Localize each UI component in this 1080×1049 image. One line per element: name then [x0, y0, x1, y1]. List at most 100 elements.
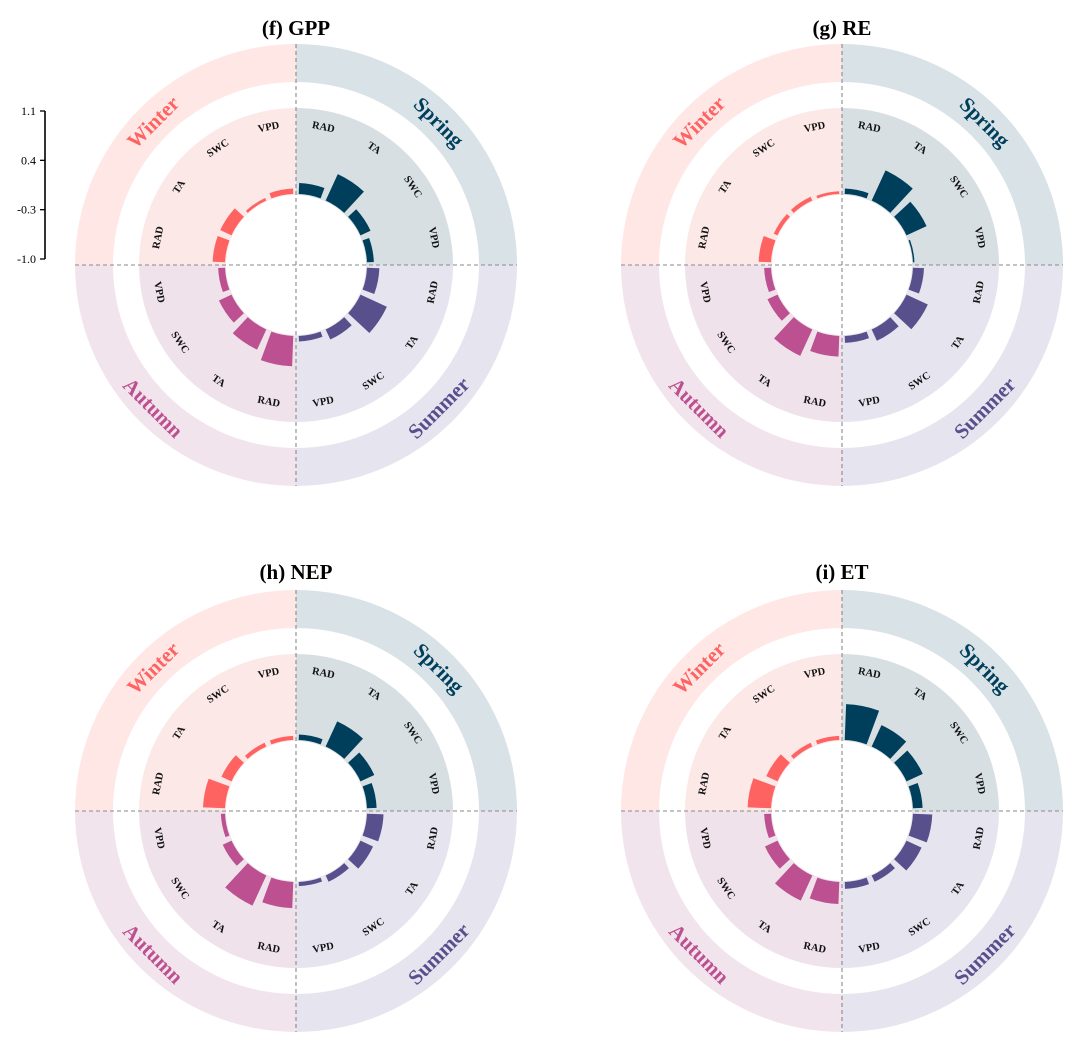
season-ring-autumn: [75, 265, 296, 486]
bar-winter-ta: [221, 755, 244, 782]
variable-label-winter-vpd: VPD: [257, 120, 281, 135]
bar-winter-swc: [790, 742, 813, 759]
bar-autumn-rad: [810, 331, 840, 357]
bar-summer-rad: [362, 267, 380, 294]
bar-summer-swc: [871, 863, 895, 882]
variable-label-summer-vpd: VPD: [312, 395, 336, 410]
bar-autumn-rad: [809, 877, 840, 905]
bar-autumn-rad: [262, 877, 294, 909]
value-scale: 1.1 0.4 -0.3 -1.0: [17, 104, 46, 266]
season-ring-autumn: [621, 265, 842, 486]
variable-label-spring-vpd: VPD: [426, 226, 441, 250]
bar-autumn-swc: [222, 840, 244, 866]
season-inner-autumn: [685, 811, 842, 968]
bar-spring-vpd: [362, 237, 374, 263]
bar-spring-rad: [844, 188, 869, 199]
bar-autumn-vpd: [764, 813, 776, 839]
season-inner-winter: [685, 108, 842, 265]
season-ring-winter: [75, 44, 296, 265]
variable-label-summer-vpd: VPD: [312, 941, 336, 956]
season-ring-summer: [296, 811, 517, 1032]
bar-summer-vpd: [844, 877, 870, 889]
bar-winter-swc: [245, 197, 267, 213]
bar-spring-rad: [298, 734, 323, 745]
bar-winter-vpd: [269, 188, 294, 199]
season-inner-summer: [296, 265, 453, 422]
bar-spring-swc: [894, 201, 927, 236]
season-ring-spring: [296, 590, 517, 811]
bar-spring-rad: [298, 183, 325, 199]
panel-title: (g) RE: [813, 16, 872, 40]
season-inner-autumn: [685, 265, 842, 422]
season-ring-summer: [842, 811, 1063, 1032]
bar-summer-swc: [325, 863, 349, 882]
season-inner-spring: [842, 654, 999, 811]
variable-label-spring-rad: RAD: [311, 120, 336, 135]
bar-spring-ta: [871, 170, 913, 213]
bar-autumn-swc: [767, 294, 790, 321]
bar-spring-vpd: [362, 783, 377, 809]
bar-winter-rad: [758, 236, 776, 263]
season-ring-winter: [621, 44, 842, 265]
season-ring-summer: [296, 265, 517, 486]
bar-summer-vpd: [298, 331, 323, 342]
season-ring-autumn: [621, 811, 842, 1032]
variable-label-spring-vpd: VPD: [972, 226, 987, 250]
variable-label-autumn-vpd: VPD: [697, 281, 712, 305]
variable-label-autumn-rad: RAD: [802, 395, 827, 410]
season-ring-spring: [842, 44, 1063, 265]
season-inner-summer: [842, 265, 999, 422]
season-inner-winter: [685, 654, 842, 811]
bar-summer-ta: [894, 294, 928, 330]
panel-title: (i) ET: [815, 560, 868, 584]
season-ring-autumn: [75, 811, 296, 1032]
season-ring-spring: [296, 44, 517, 265]
season-inner-autumn: [139, 811, 296, 968]
variable-label-autumn-vpd: VPD: [151, 827, 166, 851]
bar-winter-ta: [766, 754, 790, 782]
bar-spring-vpd: [908, 783, 923, 809]
variable-label-spring-rad: RAD: [857, 120, 882, 135]
season-inner-summer: [842, 811, 999, 968]
bar-spring-swc: [348, 209, 371, 236]
bar-spring-vpd: [908, 239, 915, 263]
bar-spring-swc: [348, 752, 375, 782]
variable-label-spring-vpd: VPD: [972, 772, 987, 796]
bar-spring-rad: [844, 704, 880, 745]
bar-summer-rad: [908, 267, 924, 294]
variable-label-winter-rad: RAD: [697, 225, 712, 250]
bar-summer-vpd: [844, 331, 870, 343]
season-inner-summer: [296, 811, 453, 968]
bar-summer-swc: [871, 317, 899, 341]
season-ring-winter: [75, 590, 296, 811]
bar-summer-rad: [908, 813, 933, 843]
variable-label-spring-vpd: VPD: [426, 772, 441, 796]
bar-winter-ta: [773, 213, 790, 236]
season-ring-winter: [621, 590, 842, 811]
bar-autumn-swc: [218, 294, 244, 323]
variable-label-autumn-rad: RAD: [802, 941, 827, 956]
bar-summer-ta: [348, 840, 374, 869]
bar-autumn-vpd: [218, 267, 230, 293]
variable-label-summer-vpd: VPD: [858, 395, 882, 410]
scale-tick-label: -0.3: [17, 203, 36, 217]
variable-label-winter-vpd: VPD: [803, 666, 827, 681]
variable-label-winter-vpd: VPD: [257, 666, 281, 681]
season-inner-winter: [139, 108, 296, 265]
variable-label-summer-rad: RAD: [972, 280, 987, 305]
bar-summer-vpd: [298, 877, 323, 887]
bar-spring-ta: [871, 725, 907, 759]
bar-summer-swc: [325, 317, 352, 340]
scale-tick-label: 0.4: [21, 153, 36, 167]
scale-tick-label: -1.0: [17, 252, 36, 266]
scale-tick-label: 1.1: [21, 104, 36, 118]
bar-spring-ta: [325, 174, 364, 213]
bar-summer-rad: [362, 813, 384, 842]
panel-title: (f) GPP: [262, 16, 330, 40]
variable-label-spring-rad: RAD: [857, 666, 882, 681]
variable-label-winter-rad: RAD: [151, 771, 166, 796]
variable-label-autumn-vpd: VPD: [697, 827, 712, 851]
